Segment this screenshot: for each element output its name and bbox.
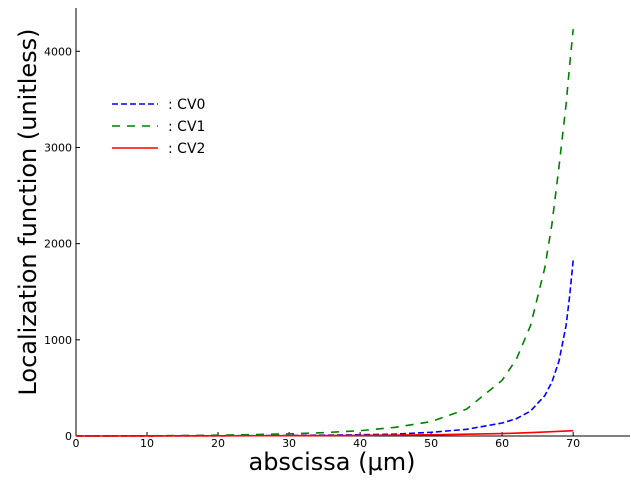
series-lines (76, 29, 573, 436)
y-tick-label: 3000 (44, 141, 72, 154)
series-line-0 (76, 260, 573, 436)
legend: : CV0 : CV1 : CV2 (112, 97, 205, 157)
y-tick-label: 4000 (44, 45, 72, 58)
y-tick-label: 2000 (44, 238, 72, 251)
x-axis-title: abscissa (μm) (248, 448, 415, 476)
series-line-2 (76, 431, 573, 436)
series-line-1 (76, 29, 573, 436)
y-ticks: 0 1000 2000 3000 4000 (44, 45, 80, 443)
x-tick-label: 70 (566, 437, 580, 450)
legend-label: : CV1 (168, 119, 205, 135)
x-tick-label: 0 (73, 437, 80, 450)
y-tick-label: 0 (65, 430, 72, 443)
x-tick-label: 20 (211, 437, 225, 450)
x-tick-label: 60 (495, 437, 509, 450)
x-tick-label: 10 (140, 437, 154, 450)
x-tick-label: 50 (424, 437, 438, 450)
y-tick-label: 1000 (44, 334, 72, 347)
legend-label: : CV0 (168, 97, 205, 113)
y-axis-title: Localization function (unitless) (14, 28, 42, 395)
legend-label: : CV2 (168, 141, 205, 157)
